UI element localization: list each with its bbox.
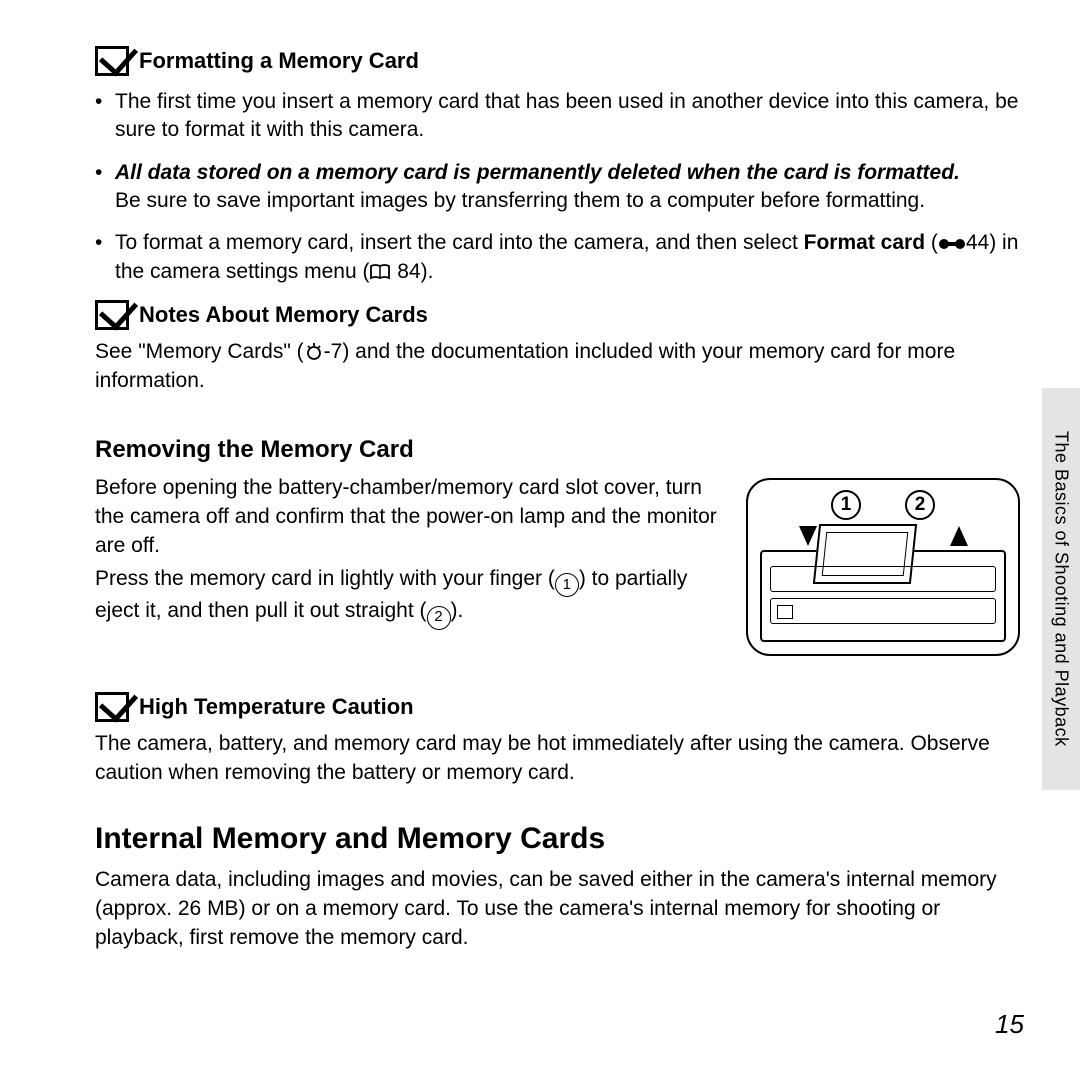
camera-body (760, 550, 1006, 642)
manual-page: The Basics of Shooting and Playback Form… (0, 0, 1080, 1080)
card-eject-diagram: 1 2 (746, 478, 1020, 656)
bullet-item: The first time you insert a memory card … (95, 88, 1020, 145)
removing-p2: Press the memory card in lightly with yo… (95, 565, 728, 630)
check-icon (95, 692, 129, 722)
diagram-frame: 1 2 (746, 478, 1020, 656)
heading-internal-memory: Internal Memory and Memory Cards (95, 822, 1020, 856)
note-title: High Temperature Caution (139, 694, 414, 720)
side-tab-label: The Basics of Shooting and Playback (1051, 431, 1072, 747)
page-number: 15 (995, 1009, 1024, 1040)
step-circle-icon: 1 (555, 573, 579, 597)
slot-line (770, 566, 996, 592)
temp-body: The camera, battery, and memory card may… (95, 730, 1020, 788)
removing-text: Before opening the battery-chamber/memor… (95, 474, 728, 630)
diagram-step-2: 2 (905, 490, 935, 520)
reference-icon (938, 236, 966, 252)
bullet-item: All data stored on a memory card is perm… (95, 159, 1020, 216)
book-icon (369, 263, 391, 281)
removing-block: Before opening the battery-chamber/memor… (95, 474, 1020, 656)
internal-memory-body: Camera data, including images and movies… (95, 866, 1020, 953)
removing-p1: Before opening the battery-chamber/memor… (95, 474, 728, 561)
note-heading-notes: Notes About Memory Cards (95, 300, 1020, 330)
bullet-item: To format a memory card, insert the card… (95, 229, 1020, 286)
note-heading-formatting: Formatting a Memory Card (95, 46, 1020, 76)
check-icon (95, 300, 129, 330)
check-icon (95, 46, 129, 76)
arrow-up-icon (950, 526, 968, 546)
note-title: Notes About Memory Cards (139, 302, 428, 328)
note-title: Formatting a Memory Card (139, 48, 419, 74)
arrow-down-icon (799, 526, 817, 546)
care-icon (304, 341, 324, 361)
step-circle-icon: 2 (427, 606, 451, 630)
diagram-step-1: 1 (831, 490, 861, 520)
side-tab: The Basics of Shooting and Playback (1042, 388, 1080, 790)
formatting-bullets: The first time you insert a memory card … (95, 88, 1020, 286)
heading-removing: Removing the Memory Card (95, 436, 1020, 464)
notes-body: See "Memory Cards" (-7) and the document… (95, 338, 1020, 396)
note-heading-temp: High Temperature Caution (95, 692, 1020, 722)
slot-line (770, 598, 996, 624)
